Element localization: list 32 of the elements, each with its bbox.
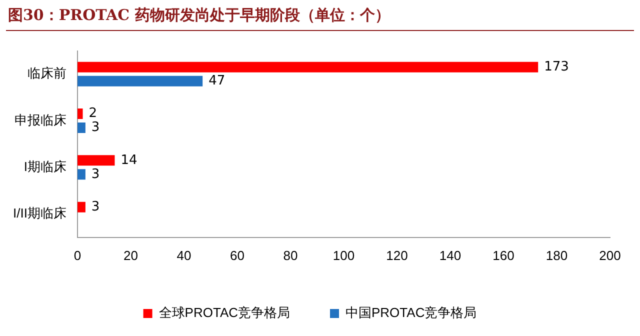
data-label: 2	[88, 106, 98, 122]
y-tick-label: 临床前	[27, 66, 66, 81]
legend-label: 中国PROTAC竞争格局	[346, 305, 477, 320]
x-tick-label: 80	[283, 248, 298, 263]
y-tick-label: 申报临床	[14, 112, 66, 128]
x-tick-label: 40	[176, 248, 192, 263]
bar	[77, 122, 86, 134]
bar	[77, 202, 86, 212]
data-label: 3	[91, 120, 100, 136]
bar	[77, 108, 83, 120]
bar	[77, 76, 203, 86]
bar	[77, 155, 115, 166]
x-tick-label: 120	[386, 248, 408, 263]
bar	[77, 169, 86, 180]
legend-label: 全球PROTAC竞争格局	[158, 305, 290, 320]
chart-title: 图30：PROTAC 药物研发尚处于早期阶段（单位：个）	[8, 6, 390, 25]
y-tick-label: I/II期临床	[12, 206, 66, 221]
y-tick-label: I期临床	[24, 159, 66, 174]
x-tick-label: 100	[332, 248, 355, 263]
data-label: 3	[91, 199, 100, 214]
data-label: 3	[91, 166, 100, 182]
x-tick-label: 0	[74, 248, 82, 263]
x-tick-label: 140	[439, 248, 462, 263]
x-tick-label: 20	[123, 248, 138, 263]
data-label: 47	[208, 73, 226, 88]
data-label: 173	[544, 60, 569, 75]
x-tick-label: 180	[546, 248, 568, 263]
bar	[77, 62, 538, 72]
x-tick-label: 200	[599, 248, 621, 263]
data-label: 14	[120, 152, 138, 168]
x-tick-label: 60	[230, 248, 244, 263]
x-tick-label: 160	[492, 248, 514, 263]
